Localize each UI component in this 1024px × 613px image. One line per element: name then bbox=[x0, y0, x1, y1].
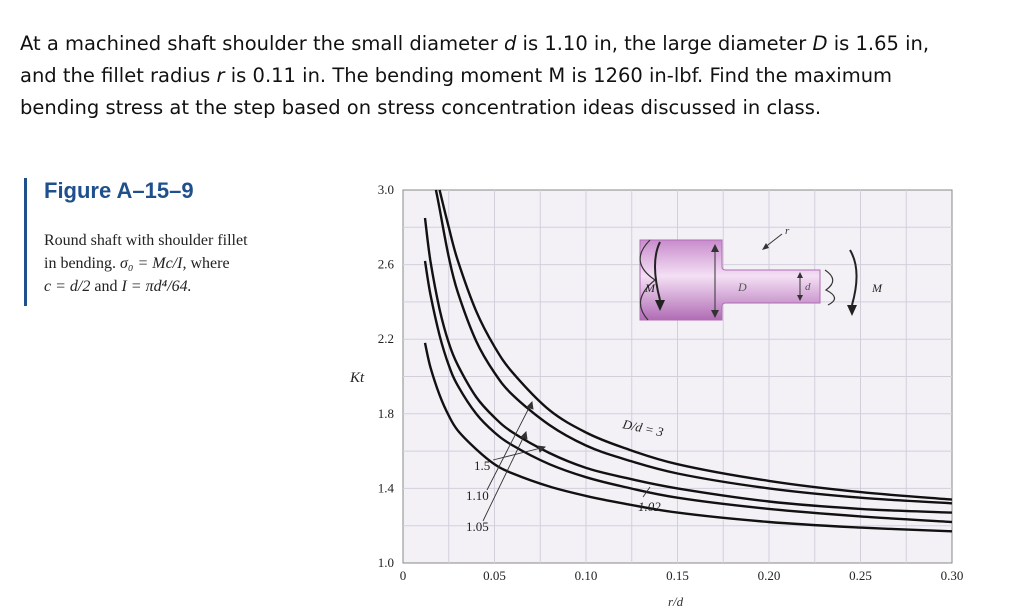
problem-line-3: bending stress at the step based on stre… bbox=[20, 96, 822, 119]
problem-statement: At a machined shaft shoulder the small d… bbox=[20, 28, 1020, 124]
caption-formula: I = πd⁴/64. bbox=[121, 278, 192, 295]
problem-text: is 1.10 in, the large diameter bbox=[516, 32, 813, 55]
y-tick-label: 1.4 bbox=[378, 480, 395, 495]
series-line-2 bbox=[423, 217, 953, 514]
label-leaders bbox=[482, 401, 651, 522]
caption-formula: c = d/2 bbox=[44, 278, 91, 295]
y-tick-label: 1.0 bbox=[378, 555, 394, 570]
x-tick-label: 0.10 bbox=[575, 568, 598, 583]
figure-accent-bar bbox=[24, 178, 27, 306]
x-axis-label: r/d bbox=[668, 594, 684, 609]
curve-label-1-05: 1.05 bbox=[466, 519, 489, 534]
y-tick-label: 2.6 bbox=[378, 257, 395, 272]
series-line-4 bbox=[423, 342, 953, 533]
fillet-radius-arrow bbox=[762, 243, 769, 250]
figure-caption: Round shaft with shoulder fillet in bend… bbox=[44, 229, 314, 298]
symbol-d: d bbox=[503, 32, 517, 55]
dimension-d-arrow-bottom bbox=[797, 295, 803, 301]
leader-line bbox=[486, 401, 533, 491]
curve-label-1-10: 1.10 bbox=[466, 488, 489, 503]
moment-label-left: M bbox=[644, 281, 656, 295]
x-tick-label: 0.15 bbox=[666, 568, 689, 583]
symbol-r: r bbox=[216, 64, 225, 87]
x-tick-label: 0.30 bbox=[941, 568, 964, 583]
leader-line bbox=[492, 446, 546, 461]
diameter-label-large: D bbox=[737, 280, 747, 294]
y-tick-label: 3.0 bbox=[378, 182, 394, 197]
problem-text: At a machined shaft shoulder the small d… bbox=[20, 32, 504, 55]
leader-line bbox=[642, 486, 651, 498]
series-line-3 bbox=[423, 260, 953, 524]
moment-arrowhead-right bbox=[847, 305, 857, 316]
leader-arrowhead bbox=[526, 401, 534, 410]
diameter-label-small: d bbox=[805, 281, 811, 293]
y-tick-label: 2.2 bbox=[378, 331, 394, 346]
x-tick-label: 0.05 bbox=[483, 568, 506, 583]
leader-arrowhead bbox=[537, 445, 546, 453]
curve-label-1-02: 1.02 bbox=[638, 499, 661, 514]
tick-labels: 0 0.05 0.10 0.15 0.20 0.25 0.30 1.0 1.4 1.8 2.2 2.6… bbox=[378, 182, 964, 583]
caption-text: and bbox=[90, 278, 122, 295]
figure-title: Figure A–15–9 bbox=[44, 178, 194, 203]
problem-line-1: At a machined shaft shoulder the small d… bbox=[20, 28, 1020, 60]
leader-line bbox=[482, 431, 527, 522]
problem-text: is 0.11 in. The bending moment M is 1260… bbox=[224, 64, 893, 87]
break-line-right bbox=[824, 269, 836, 306]
moment-label-right: M bbox=[871, 281, 883, 295]
leader-arrowhead bbox=[520, 431, 528, 440]
shaft-diagram: M D d r M bbox=[639, 225, 883, 321]
y-tick-label: 1.8 bbox=[378, 406, 394, 421]
moment-arrow-left bbox=[654, 241, 661, 301]
problem-text: is 1.65 in, bbox=[827, 32, 930, 55]
caption-line: c = d/2 and I = πd⁴/64. bbox=[44, 275, 314, 298]
moment-arrowhead-left bbox=[655, 300, 665, 311]
y-axis-label: Kt bbox=[349, 370, 365, 386]
caption-text: where bbox=[186, 255, 230, 272]
x-tick-label: 0.25 bbox=[849, 568, 872, 583]
curve-label-1-5: 1.5 bbox=[474, 458, 490, 473]
problem-line-2: and the fillet radius r is 0.11 in. The … bbox=[20, 60, 1020, 92]
problem-text: and the fillet radius bbox=[20, 64, 217, 87]
series-line-0 bbox=[438, 189, 953, 501]
symbol-D: D bbox=[812, 32, 828, 55]
caption-formula: σ₀ = Mc/I, bbox=[120, 255, 187, 272]
moment-arrow-right bbox=[849, 249, 858, 306]
fillet-radius-label: r bbox=[785, 225, 790, 237]
dimension-D-arrow-top bbox=[711, 244, 719, 252]
x-tick-label: 0.20 bbox=[758, 568, 781, 583]
series-line-1 bbox=[434, 189, 953, 505]
caption-text: in bending. bbox=[44, 255, 120, 272]
x-tick-label: 0 bbox=[400, 568, 407, 583]
curves bbox=[423, 189, 953, 533]
caption-line: Round shaft with shoulder fillet bbox=[44, 232, 248, 249]
caption-line: in bending. σ₀ = Mc/I, where bbox=[44, 252, 314, 275]
shaft-large-section bbox=[639, 239, 821, 321]
dimension-d-arrow-top bbox=[797, 272, 803, 278]
dimension-D-arrow-bottom bbox=[711, 310, 719, 318]
